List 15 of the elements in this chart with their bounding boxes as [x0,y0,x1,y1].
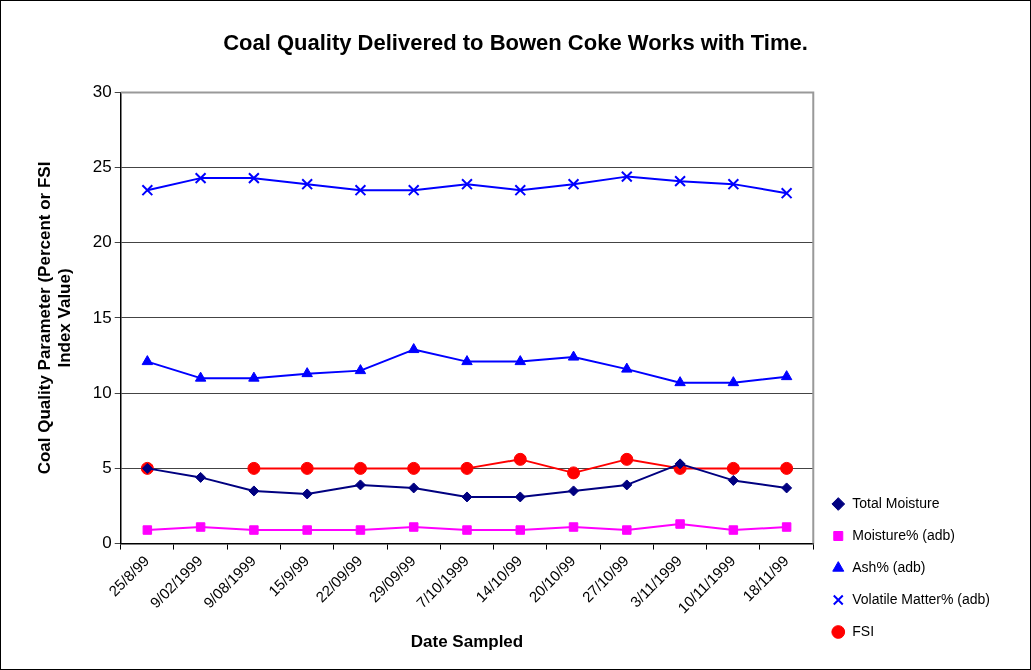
legend-label: Volatile Matter% (adb) [852,590,990,607]
y-tick-label: 30 [92,82,112,102]
y-tick-label: 10 [92,382,112,402]
legend-label: Total Moisture [852,494,940,511]
legend-label: Ash% (adb) [852,558,926,575]
y-tick-label: 0 [102,533,112,553]
legend-label: FSI [852,622,875,639]
y-tick-label: 25 [92,157,112,177]
x-axis-title: Date Sampled [410,632,524,652]
legend-label: Moisture% (adb) [852,526,955,543]
y-tick-label: 15 [92,307,112,327]
y-tick-label: 5 [102,458,112,478]
y-axis-title: Coal Quality Parameter (Percent or FSI Index Value) [34,161,75,475]
chart-title: Coal Quality Delivered to Bowen Coke Works with Time. [223,30,808,56]
y-tick-label: 20 [92,232,112,252]
